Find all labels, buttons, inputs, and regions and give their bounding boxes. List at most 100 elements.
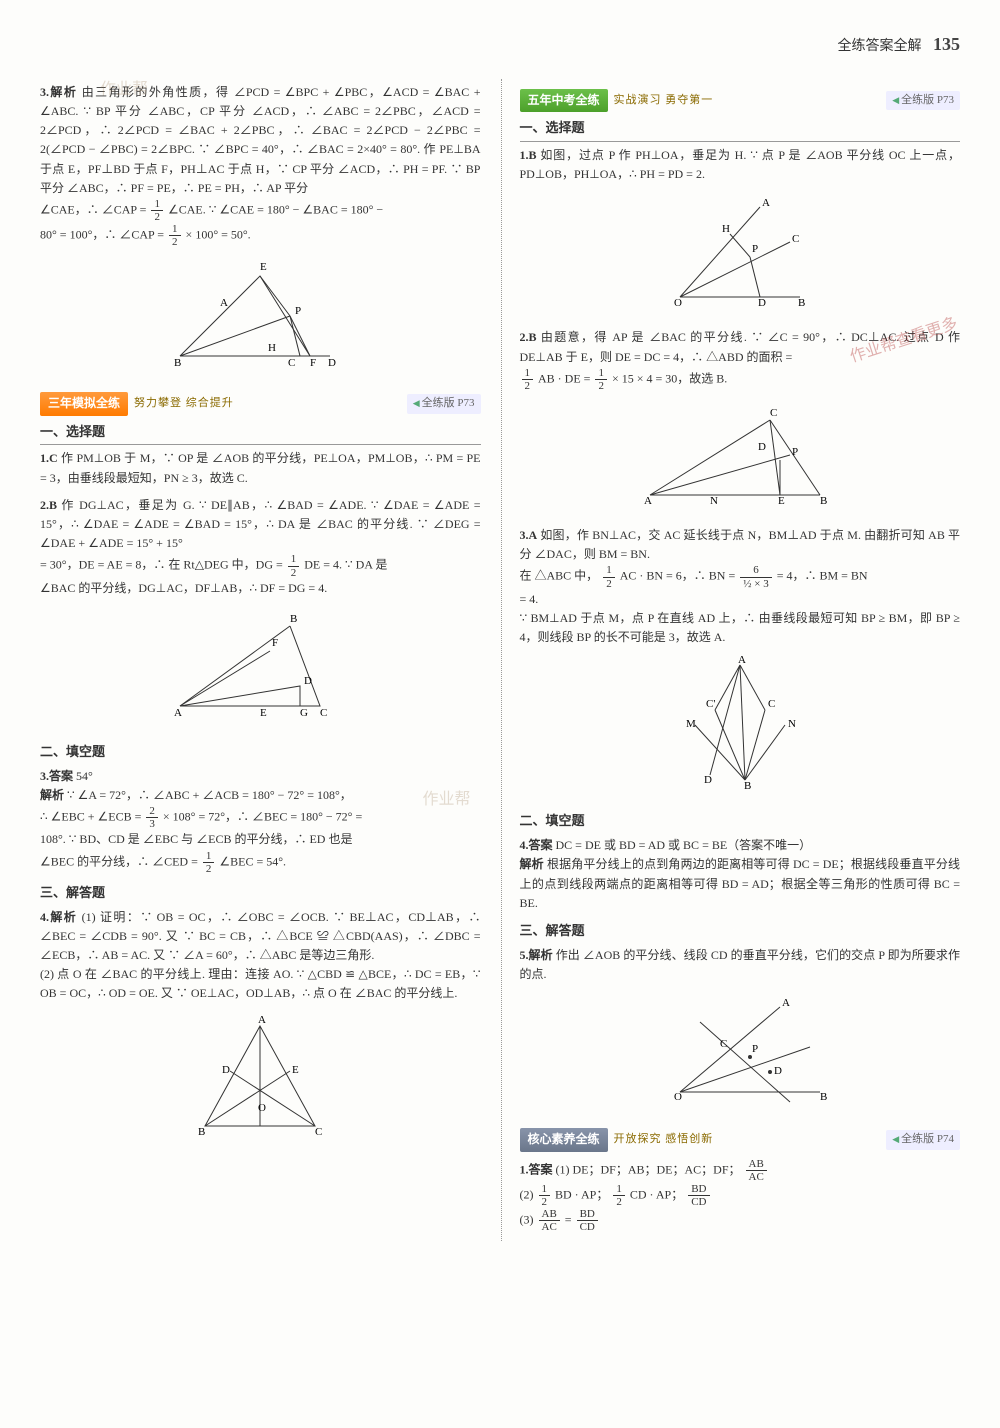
left-q1: 1.C 作 PM⊥OB 于 M，∵ OP 是 ∠AOB 的平分线，PE⊥OA，P… — [40, 449, 481, 487]
rq2-body2-post: × 15 × 4 = 30，故选 B. — [612, 371, 727, 385]
left-q3: 3.解析 由三角形的外角性质，得 ∠PCD = ∠BPC + ∠PBC，∠ACD… — [40, 83, 481, 249]
banner-five-year: 五年中考全练 实战演习 勇夺第一 全练版 P73 — [520, 89, 961, 112]
svg-text:B: B — [820, 495, 827, 507]
right2-q1: 1.答案 (1) DE；DF；AB；DE；AC；DF； ABAC (2) 12 … — [520, 1158, 961, 1234]
lq3-body4-pre: ∠BEC 的平分线，∴ ∠CED = — [40, 854, 198, 868]
r2q1-l2b: CD · AP； — [630, 1187, 683, 1201]
right-q2: 2.B 由题意，得 AP 是 ∠BAC 的平分线. ∵ ∠C = 90°，∴ D… — [520, 328, 961, 392]
rq4-ans: DC = DE 或 BD = AD 或 BC = BE（答案不唯一） — [556, 838, 812, 852]
q3-body3-post: × 100° = 50°. — [186, 227, 251, 241]
r2q1-num: 1.答案 — [520, 1162, 553, 1176]
frac-half-9: 12 — [613, 1183, 625, 1208]
lq2-num: 2.B — [40, 498, 57, 512]
svg-text:B: B — [798, 297, 805, 309]
rq4-body: 根据角平分线上的点到角两边的距离相等可得 DC = DE；根据线段垂直平分线上的… — [520, 857, 961, 909]
lq1-num: 1.C — [40, 451, 58, 465]
lq2-body2-pre: = 30°，DE = AE = 8，∴ 在 Rt△DEG 中，DG = — [40, 558, 283, 572]
frac-half-4: 12 — [203, 850, 215, 875]
right-sec3-heading: 三、解答题 — [520, 921, 961, 942]
svg-text:N: N — [710, 495, 718, 507]
frac-half-1: 12 — [151, 198, 163, 223]
left-q4: 4.解析 (1) 证明：∵ OB = OC，∴ ∠OBC = ∠OCB. ∵ B… — [40, 908, 481, 1004]
banner2-ref: 全练版 P73 — [886, 91, 960, 111]
svg-text:G: G — [300, 707, 308, 719]
banner1-ref: 全练版 P73 — [407, 394, 481, 414]
svg-text:D: D — [704, 774, 712, 786]
diagram-6: A C' C M N D B — [520, 655, 961, 801]
rq3-body4: ∵ BM⊥AD 于点 M，点 P 在直线 AD 上，∴ 由垂线段最短可知 BP … — [520, 611, 961, 644]
watermark-2: 作业帮 — [422, 787, 470, 813]
svg-text:A: A — [220, 297, 228, 309]
left-q3b: 3.答案 54° 解析 ∵ ∠A = 72°，∴ ∠ABC + ∠ACB = 1… — [40, 767, 481, 875]
svg-text:B: B — [744, 780, 751, 792]
svg-text:H: H — [268, 342, 276, 354]
lq3-body4-post: ∠BEC = 54°. — [219, 854, 286, 868]
frac-bdcd-1: BDCD — [688, 1183, 709, 1208]
frac-23: 23 — [146, 805, 158, 830]
rq3-body2-post: = 4，∴ BM = BN — [777, 569, 868, 583]
frac-6over: 6½ × 3 — [740, 564, 771, 589]
svg-text:D: D — [328, 357, 336, 369]
svg-text:D: D — [774, 1065, 782, 1077]
svg-text:C: C — [315, 1126, 322, 1138]
svg-text:D: D — [222, 1064, 230, 1076]
banner-three-year: 三年模拟全练 努力攀登 综合提升 全练版 P73 — [40, 392, 481, 415]
banner3-tag: 开放探究 感悟创新 — [614, 1131, 714, 1149]
svg-text:C: C — [768, 698, 775, 710]
rq1-body: 如图，过点 P 作 PH⊥OA，垂足为 H. ∵ 点 P 是 ∠AOB 平分线 … — [520, 148, 961, 181]
left-sec3-heading: 三、解答题 — [40, 883, 481, 904]
lq3-ans: 54° — [76, 769, 93, 783]
rq4-num: 4.答案 — [520, 838, 553, 852]
lq3-label: 解析 — [40, 788, 64, 802]
svg-text:E: E — [292, 1064, 299, 1076]
lq2-body3: ∠BAC 的平分线，DG⊥AC，DF⊥AB，∴ DF = DG = 4. — [40, 581, 327, 595]
svg-text:N: N — [788, 718, 796, 730]
svg-text:P: P — [295, 305, 301, 317]
page-number: 135 — [933, 34, 960, 54]
svg-text:B: B — [174, 357, 181, 369]
svg-text:E: E — [260, 707, 267, 719]
rq2-body2-mid: AB · DE = — [538, 371, 590, 385]
svg-text:A: A — [782, 997, 790, 1009]
svg-text:C: C — [770, 407, 777, 419]
svg-text:B: B — [820, 1091, 827, 1103]
left-sec1-heading: 一、选择题 — [40, 422, 481, 446]
rq5-num: 5.解析 — [520, 948, 553, 962]
svg-text:F: F — [310, 357, 316, 369]
right-q3: 3.A 如图，作 BN⊥AC，交 AC 延长线于点 N，BM⊥AD 于点 M. … — [520, 526, 961, 647]
lq3-body1: ∵ ∠A = 72°，∴ ∠ABC + ∠ACB = 180° − 72° = … — [67, 788, 352, 802]
page-header: 全练答案全解 135 — [40, 30, 960, 59]
svg-text:C: C — [792, 233, 799, 245]
rq3-num: 3.A — [520, 528, 538, 542]
lq3-body2-pre: ∴ ∠EBC + ∠ECB = — [40, 809, 141, 823]
frac-half-8: 12 — [539, 1183, 551, 1208]
rq2-body1: 由题意，得 AP 是 ∠BAC 的平分线. ∵ ∠C = 90°，∴ DC⊥AC… — [520, 330, 961, 363]
content-columns: 3.解析 由三角形的外角性质，得 ∠PCD = ∠BPC + ∠PBC，∠ACD… — [40, 79, 960, 1241]
rq5-body: 作出 ∠AOB 的平分线、线段 CD 的垂直平分线，它们的交点 P 即为所要求作… — [520, 948, 960, 981]
frac-half-7: 12 — [603, 564, 615, 589]
rq3-body3: = 4. — [520, 592, 539, 606]
svg-text:A: A — [258, 1014, 266, 1026]
lq3-body3: 108°. ∵ BD、CD 是 ∠EBC 与 ∠ECB 的平分线，∴ ED 也是 — [40, 832, 352, 846]
lq4-num: 4.解析 — [40, 910, 77, 924]
rq3-body2-pre: 在 △ABC 中， — [520, 569, 599, 583]
diagram-1: E A P B H C F D — [40, 256, 481, 382]
banner-core: 核心素养全练 开放探究 感悟创新 全练版 P74 — [520, 1128, 961, 1151]
svg-text:D: D — [758, 297, 766, 309]
right-sec1-heading: 一、选择题 — [520, 118, 961, 142]
lq3-num: 3.答案 — [40, 769, 73, 783]
lq2-body2-post: DE = 4. ∵ DA 是 — [304, 558, 387, 572]
lq4-body1: (1) 证明：∵ OB = OC，∴ ∠OBC = ∠OCB. ∵ BE⊥AC，… — [40, 910, 481, 962]
left-q2: 2.B 作 DG⊥AC，垂足为 G. ∵ DE∥AB，∴ ∠BAD = ∠ADE… — [40, 496, 481, 598]
banner3-label: 核心素养全练 — [520, 1128, 608, 1151]
svg-text:B: B — [290, 613, 297, 625]
r2q1-l1: (1) DE；DF；AB；DE；AC；DF； — [556, 1162, 741, 1176]
svg-text:C: C — [320, 707, 327, 719]
svg-text:P: P — [792, 446, 798, 458]
right-column: 五年中考全练 实战演习 勇夺第一 全练版 P73 一、选择题 1.B 如图，过点… — [501, 79, 961, 1241]
q3-body1: 由三角形的外角性质，得 ∠PCD = ∠BPC + ∠PBC，∠ACD = ∠B… — [40, 85, 481, 195]
svg-text:C: C — [288, 357, 295, 369]
banner3-ref: 全练版 P74 — [886, 1130, 960, 1150]
frac-abac-1: ABAC — [746, 1158, 767, 1183]
lq3-body2-post: × 108° = 72°，∴ ∠BEC = 180° − 72° = — [163, 809, 362, 823]
